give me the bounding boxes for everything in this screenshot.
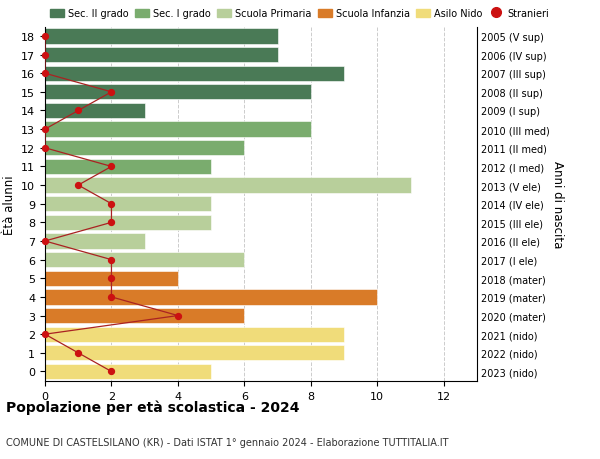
Bar [45,308,244,324]
Y-axis label: Anni di nascita: Anni di nascita [551,161,564,248]
Bar [45,85,311,100]
Bar [45,215,211,230]
Bar [45,122,311,138]
Bar [45,252,244,268]
Point [40,52,50,59]
Bar [45,104,145,119]
Point [107,89,116,96]
Point [40,331,50,338]
Bar [45,290,377,305]
Point [107,275,116,282]
Y-axis label: Ètà alunni: Ètà alunni [2,174,16,234]
Bar [45,67,344,82]
Bar [45,271,178,286]
Bar [45,234,145,249]
Point [40,33,50,40]
Point [107,368,116,375]
Point [73,349,83,357]
Point [73,182,83,189]
Point [40,70,50,78]
Point [40,238,50,245]
Point [40,145,50,152]
Bar [45,196,211,212]
Text: COMUNE DI CASTELSILANO (KR) - Dati ISTAT 1° gennaio 2024 - Elaborazione TUTTITAL: COMUNE DI CASTELSILANO (KR) - Dati ISTAT… [6,437,449,447]
Bar [45,48,278,63]
Point [107,294,116,301]
Legend: Sec. II grado, Sec. I grado, Scuola Primaria, Scuola Infanzia, Asilo Nido, Stran: Sec. II grado, Sec. I grado, Scuola Prim… [50,9,549,19]
Point [173,312,183,319]
Point [40,126,50,134]
Point [73,107,83,115]
Bar [45,141,244,156]
Point [107,219,116,227]
Point [107,201,116,208]
Point [107,257,116,264]
Bar [45,346,344,361]
Bar [45,159,211,175]
Text: Popolazione per età scolastica - 2024: Popolazione per età scolastica - 2024 [6,399,299,414]
Bar [45,29,278,45]
Bar [45,327,344,342]
Bar [45,178,410,193]
Point [107,163,116,171]
Bar [45,364,211,379]
